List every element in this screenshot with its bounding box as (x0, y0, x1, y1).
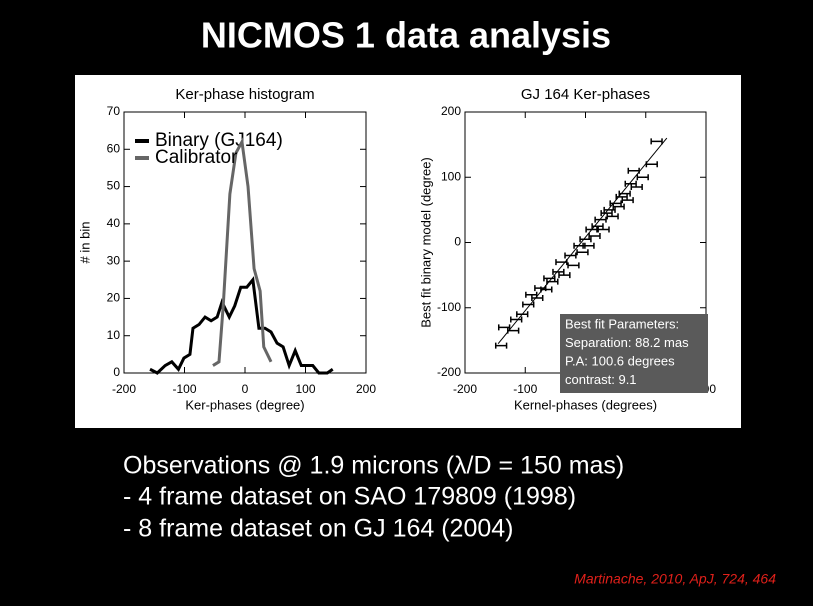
error-bar (564, 252, 577, 259)
error-bar (546, 278, 559, 285)
x-tick-label: 100 (295, 382, 315, 396)
bullet: - 8 frame dataset on GJ 164 (2004) (123, 515, 514, 543)
x-tick-label: -200 (453, 382, 477, 396)
legend-label: Calibrator (155, 147, 238, 168)
y-tick-label: 100 (441, 169, 461, 183)
legend-label: Binary (GJ164) (155, 130, 283, 151)
error-bar (606, 213, 619, 220)
error-bar (576, 249, 589, 256)
chart-title: GJ 164 Ker-phases (521, 86, 650, 103)
error-bar (588, 232, 601, 239)
error-bar (540, 286, 553, 293)
error-bar (531, 294, 544, 301)
y-tick-label: -200 (437, 365, 461, 379)
error-bar (585, 226, 598, 233)
x-tick-label: 0 (242, 382, 249, 396)
error-bar (567, 262, 580, 269)
y-tick-label: 50 (107, 179, 121, 193)
error-bar (600, 210, 613, 217)
y-tick-label: 200 (441, 104, 461, 118)
error-bar (582, 242, 595, 249)
annotation-text: P.A: 100.6 degrees (565, 353, 675, 368)
error-bar (522, 301, 535, 308)
slide-title: NICMOS 1 data analysis (201, 15, 611, 56)
error-bar (618, 190, 631, 197)
error-bar (612, 203, 625, 210)
y-tick-label: 60 (107, 141, 121, 155)
annotation-text: Separation: 88.2 mas (565, 335, 689, 350)
error-bar (558, 272, 571, 279)
data-line (149, 276, 334, 375)
error-bar (645, 161, 658, 168)
y-tick-label: 0 (113, 365, 120, 379)
error-bar (624, 180, 637, 187)
error-bar (627, 167, 640, 174)
error-bar (603, 206, 616, 213)
y-axis-label: Best fit binary model (degree) (418, 157, 433, 328)
error-bar (579, 236, 592, 243)
error-bar (594, 216, 607, 223)
y-tick-label: 70 (107, 104, 121, 118)
annotation-text: contrast: 9.1 (565, 372, 637, 387)
x-axis-label: Ker-phases (degree) (185, 397, 304, 412)
error-bar (650, 138, 663, 145)
y-tick-label: -100 (437, 300, 461, 314)
error-bar (510, 316, 523, 323)
y-tick-label: 10 (107, 328, 121, 342)
annotation-box (560, 314, 708, 393)
y-tick-label: 40 (107, 216, 121, 230)
y-tick-label: 0 (454, 235, 461, 249)
error-bar (552, 268, 565, 275)
x-tick-label: -100 (513, 382, 537, 396)
error-bar (497, 324, 511, 331)
chart-title: Ker-phase histogram (175, 86, 314, 103)
bullet: Observations @ 1.9 microns (λ/D = 150 ma… (123, 452, 624, 480)
error-bar (494, 342, 508, 349)
error-bar (621, 197, 634, 204)
citation: Martinache, 2010, ApJ, 724, 464 (574, 571, 776, 587)
y-tick-label: 30 (107, 253, 121, 267)
error-bar (543, 275, 556, 282)
error-bar (636, 174, 649, 181)
x-tick-label: -200 (112, 382, 136, 396)
error-bar (615, 193, 628, 200)
error-bar (516, 311, 529, 318)
x-axis-label: Kernel-phases (degrees) (514, 397, 657, 412)
y-tick-label: 20 (107, 291, 121, 305)
data-line (212, 137, 273, 367)
error-bar (597, 226, 610, 233)
y-axis-label: # in bin (77, 222, 92, 264)
error-bar (525, 291, 538, 298)
x-tick-label: 200 (356, 382, 376, 396)
error-bar (555, 259, 568, 266)
bullet: - 4 frame dataset on SAO 179809 (1998) (123, 483, 576, 511)
error-bar (591, 223, 604, 230)
error-bar (507, 327, 520, 334)
x-tick-label: -100 (172, 382, 196, 396)
error-bar (609, 200, 622, 207)
error-bar (630, 184, 643, 191)
annotation-text: Best fit Parameters: (565, 316, 679, 331)
